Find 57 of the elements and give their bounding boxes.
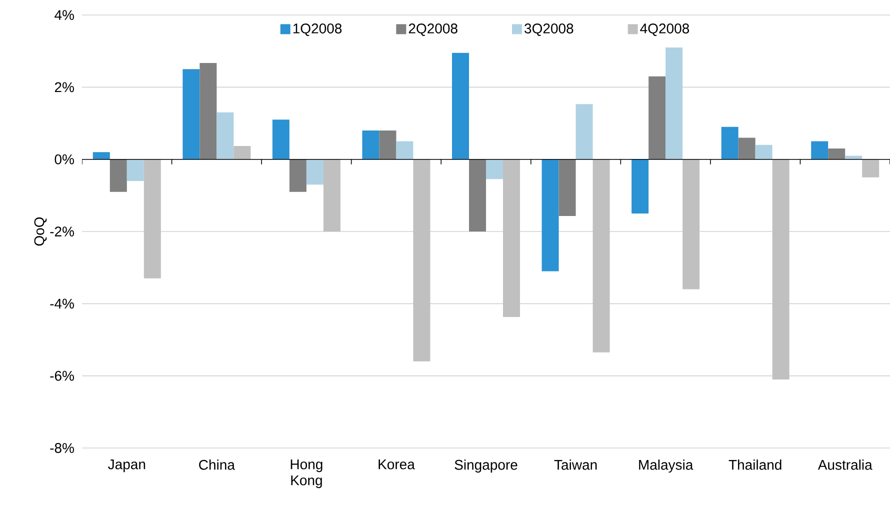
x-tick-label: Japan [108,460,146,472]
bar [542,159,559,272]
bar [92,152,110,160]
bar [862,159,880,178]
bar [666,47,683,160]
bar [755,144,772,160]
y-tick-label: -6% [50,370,74,381]
bar [721,126,738,160]
x-tick-label: Korea [378,460,415,470]
bar [144,159,161,278]
x-tick-label: Thailand [728,460,782,470]
bar [200,62,217,160]
x-tick-label: Hong Kong [290,460,322,488]
bar [469,159,486,232]
legend-label: 4Q2008 [640,24,690,36]
bar [216,112,234,160]
bar [272,120,290,160]
bar [379,130,396,160]
bar [126,159,144,181]
legend-label: 3Q2008 [524,24,574,36]
bar [738,138,756,160]
bar [558,159,576,216]
bar [452,52,470,160]
bar [592,159,610,352]
y-tick-label: 2% [54,82,74,92]
bar [182,69,200,160]
x-tick-label: Singapore [454,460,518,473]
bar [362,130,380,160]
bar [110,159,127,192]
bar [811,141,828,160]
bar [289,159,306,192]
x-tick-label: Australia [818,460,872,470]
bar [828,148,846,160]
x-tick-label: Taiwan [554,460,597,470]
bar [682,159,700,290]
bar [576,104,593,160]
y-tick-label: 4% [54,10,74,20]
y-tick-label: -2% [50,226,74,236]
bar [632,159,649,214]
bar [323,159,340,232]
bar [486,159,503,180]
bar [413,159,430,362]
bar [396,141,414,160]
bar [648,76,666,160]
legend-label: 1Q2008 [293,24,342,36]
x-tick-label: Malaysia [639,460,694,473]
bar [306,159,324,185]
y-tick-label: -8% [50,443,74,453]
y-axis-title: QoQ [34,217,47,246]
bar [772,159,790,380]
bar [234,146,251,160]
y-tick-label: 0% [54,154,74,164]
legend-label: 2Q2008 [408,24,458,36]
x-tick-label: China [199,460,235,470]
y-tick-label: -4% [50,298,74,309]
bar [845,156,862,160]
bar [503,159,520,318]
